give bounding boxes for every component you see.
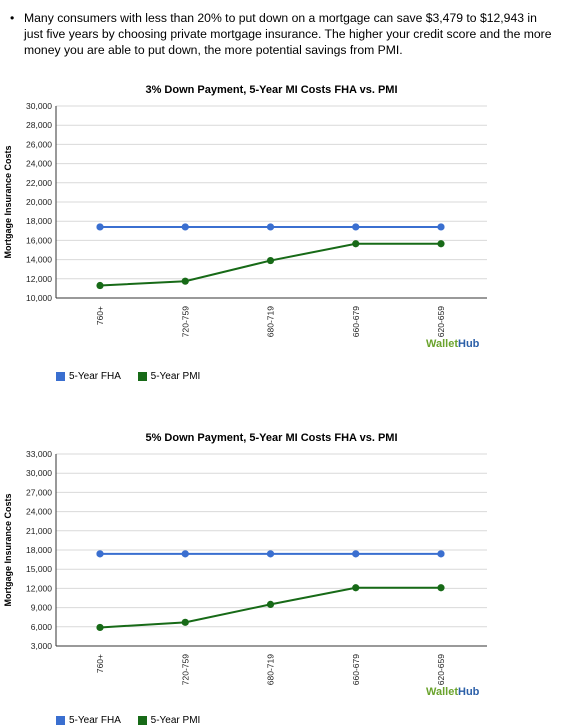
x-tick-label: 720-759	[180, 654, 190, 685]
y-axis-label: Mortgage Insurance Costs	[3, 145, 13, 258]
data-point	[181, 618, 189, 626]
legend-item-fha: 5-Year FHA	[56, 371, 121, 382]
data-point	[96, 281, 104, 290]
y-tick-label: 33,000	[26, 449, 52, 459]
y-tick-label: 24,000	[26, 507, 52, 517]
wallethub-logo: WalletHub	[426, 338, 480, 350]
x-tick-label: 620-659	[436, 306, 446, 337]
data-point	[437, 240, 445, 248]
data-point	[437, 223, 445, 231]
y-tick-label: 30,000	[26, 101, 52, 111]
data-point	[266, 600, 275, 608]
legend-swatch-fha	[56, 715, 65, 725]
y-tick-label: 10,000	[26, 293, 52, 303]
legend-item-pmi: 5-Year PMI	[137, 715, 201, 726]
x-tick-label: 720-759	[180, 306, 190, 337]
data-point	[437, 550, 445, 558]
chart-title: 5% Down Payment, 5-Year MI Costs FHA vs.…	[145, 432, 397, 444]
x-tick-label: 660-679	[351, 654, 361, 685]
y-tick-label: 20,000	[26, 197, 52, 207]
intro-paragraph: Many consumers with less than 20% to put…	[24, 11, 552, 57]
x-tick-label: 760+	[95, 306, 105, 325]
data-point	[266, 223, 275, 231]
wallethub-logo: WalletHub	[426, 686, 480, 698]
x-tick-label: 760+	[95, 654, 105, 673]
data-point	[181, 277, 189, 285]
legend-label-pmi: 5-Year PMI	[150, 715, 201, 726]
y-tick-label: 28,000	[26, 120, 52, 130]
data-point	[266, 256, 275, 265]
chart-5pct-down: 5% Down Payment, 5-Year MI Costs FHA vs.…	[0, 426, 567, 716]
data-point	[181, 223, 189, 231]
y-tick-label: 9,000	[31, 603, 53, 613]
data-point	[352, 240, 360, 248]
y-tick-label: 21,000	[26, 526, 52, 536]
logo-wallet: Wallet	[426, 686, 458, 698]
data-point	[352, 550, 360, 558]
x-tick-label: 680-719	[266, 306, 276, 337]
data-point	[352, 584, 360, 592]
legend-label-pmi: 5-Year PMI	[150, 371, 201, 382]
x-tick-label: 620-659	[436, 654, 446, 685]
bullet-dot: •	[10, 11, 15, 25]
logo-hub: Hub	[458, 686, 480, 698]
y-tick-label: 6,000	[31, 622, 53, 632]
legend-swatch-fha	[56, 371, 65, 381]
legend-swatch-pmi	[137, 715, 147, 725]
data-point	[96, 623, 104, 632]
x-tick-label: 680-719	[266, 654, 276, 685]
logo-hub: Hub	[458, 338, 480, 350]
y-tick-label: 12,000	[26, 583, 52, 593]
data-point	[96, 550, 104, 558]
y-tick-label: 24,000	[26, 159, 52, 169]
chart-3pct-svg: 3% Down Payment, 5-Year MI Costs FHA vs.…	[3, 84, 487, 350]
chart-3pct-down: 3% Down Payment, 5-Year MI Costs FHA vs.…	[0, 78, 567, 368]
y-tick-label: 30,000	[26, 468, 52, 478]
logo-wallet: Wallet	[426, 338, 458, 350]
legend-label-fha: 5-Year FHA	[69, 715, 121, 726]
x-tick-label: 660-679	[351, 306, 361, 337]
y-tick-label: 18,000	[26, 216, 52, 226]
intro-bullet: • Many consumers with less than 20% to p…	[10, 10, 558, 58]
y-tick-label: 14,000	[26, 255, 52, 265]
y-tick-label: 22,000	[26, 178, 52, 188]
data-point	[266, 550, 275, 558]
chart-5pct-svg: 5% Down Payment, 5-Year MI Costs FHA vs.…	[3, 432, 487, 698]
y-tick-label: 15,000	[26, 564, 52, 574]
y-axis-label: Mortgage Insurance Costs	[3, 493, 13, 606]
legend-5pct: 5-Year FHA 5-Year PMI	[56, 715, 214, 726]
data-point	[437, 584, 445, 592]
legend-item-fha: 5-Year FHA	[56, 715, 121, 726]
legend-label-fha: 5-Year FHA	[69, 371, 121, 382]
data-point	[181, 550, 189, 558]
y-tick-label: 18,000	[26, 545, 52, 555]
y-tick-label: 27,000	[26, 487, 52, 497]
y-tick-label: 3,000	[31, 641, 53, 651]
legend-swatch-pmi	[137, 371, 147, 381]
y-tick-label: 16,000	[26, 235, 52, 245]
legend-item-pmi: 5-Year PMI	[137, 371, 201, 382]
legend-3pct: 5-Year FHA 5-Year PMI	[56, 371, 214, 382]
data-point	[352, 223, 360, 231]
y-tick-label: 26,000	[26, 139, 52, 149]
chart-title: 3% Down Payment, 5-Year MI Costs FHA vs.…	[145, 84, 397, 96]
data-point	[96, 223, 104, 231]
y-tick-label: 12,000	[26, 274, 52, 284]
